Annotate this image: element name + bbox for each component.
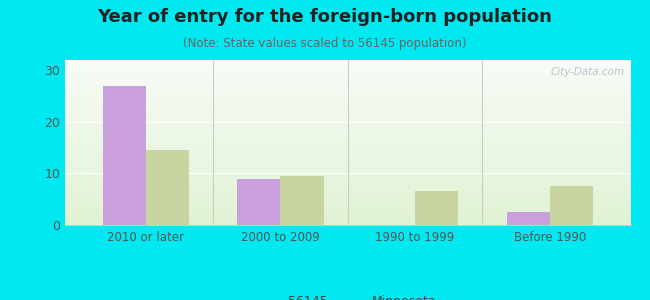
Bar bbox=[103, 86, 146, 225]
Bar bbox=[146, 150, 189, 225]
Bar bbox=[280, 176, 324, 225]
Text: (Note: State values scaled to 56145 population): (Note: State values scaled to 56145 popu… bbox=[183, 38, 467, 50]
Bar bbox=[237, 178, 280, 225]
Text: Year of entry for the foreign-born population: Year of entry for the foreign-born popul… bbox=[98, 8, 552, 26]
Bar bbox=[550, 186, 593, 225]
Bar bbox=[506, 212, 550, 225]
Bar bbox=[415, 191, 458, 225]
Legend: 56145, Minnesota: 56145, Minnesota bbox=[254, 289, 442, 300]
Text: City-Data.com: City-Data.com bbox=[551, 67, 625, 76]
